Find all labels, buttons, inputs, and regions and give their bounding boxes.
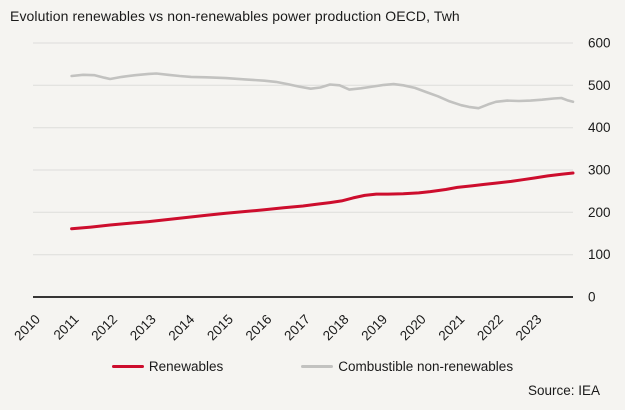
x-tick-label: 2010 bbox=[11, 312, 43, 344]
series-line-non_renewables bbox=[70, 72, 575, 110]
chart-legend: Renewables Combustible non-renewables bbox=[0, 359, 625, 374]
x-tick-label: 2015 bbox=[204, 312, 236, 344]
renewables-line-swatch bbox=[111, 364, 144, 369]
x-tick-label: 2012 bbox=[88, 312, 120, 344]
legend-label-renewables: Renewables bbox=[148, 359, 224, 374]
x-tick-label: 2021 bbox=[436, 312, 468, 344]
x-tick-label: 2018 bbox=[320, 312, 352, 344]
series-line-renewables bbox=[70, 171, 575, 231]
y-tick-label: 500 bbox=[588, 78, 611, 93]
x-tick-label: 2014 bbox=[166, 311, 198, 343]
legend-item-renewables: Renewables bbox=[111, 359, 224, 374]
x-tick-label: 2013 bbox=[127, 312, 159, 344]
y-tick-label: 0 bbox=[588, 290, 596, 305]
y-tick-label: 400 bbox=[588, 120, 611, 135]
y-tick-label: 300 bbox=[588, 163, 611, 178]
y-tick-label: 600 bbox=[588, 36, 611, 51]
x-tick-label: 2016 bbox=[243, 312, 275, 344]
legend-label-non-renewables: Combustible non-renewables bbox=[338, 359, 514, 374]
x-tick-label: 2022 bbox=[474, 312, 506, 344]
y-tick-label: 100 bbox=[588, 247, 611, 262]
x-tick-label: 2020 bbox=[397, 312, 429, 344]
x-tick-label: 2019 bbox=[358, 312, 390, 344]
chart-title: Evolution renewables vs non-renewables p… bbox=[10, 8, 460, 24]
x-tick-label: 2023 bbox=[513, 312, 545, 344]
non-renewables-line-swatch bbox=[301, 364, 334, 369]
x-tick-label: 2011 bbox=[51, 312, 82, 343]
y-tick-label: 200 bbox=[588, 205, 611, 220]
x-tick-label: 2017 bbox=[281, 312, 313, 344]
legend-item-non-renewables: Combustible non-renewables bbox=[301, 359, 513, 374]
source-note: Source: IEA bbox=[527, 383, 600, 398]
